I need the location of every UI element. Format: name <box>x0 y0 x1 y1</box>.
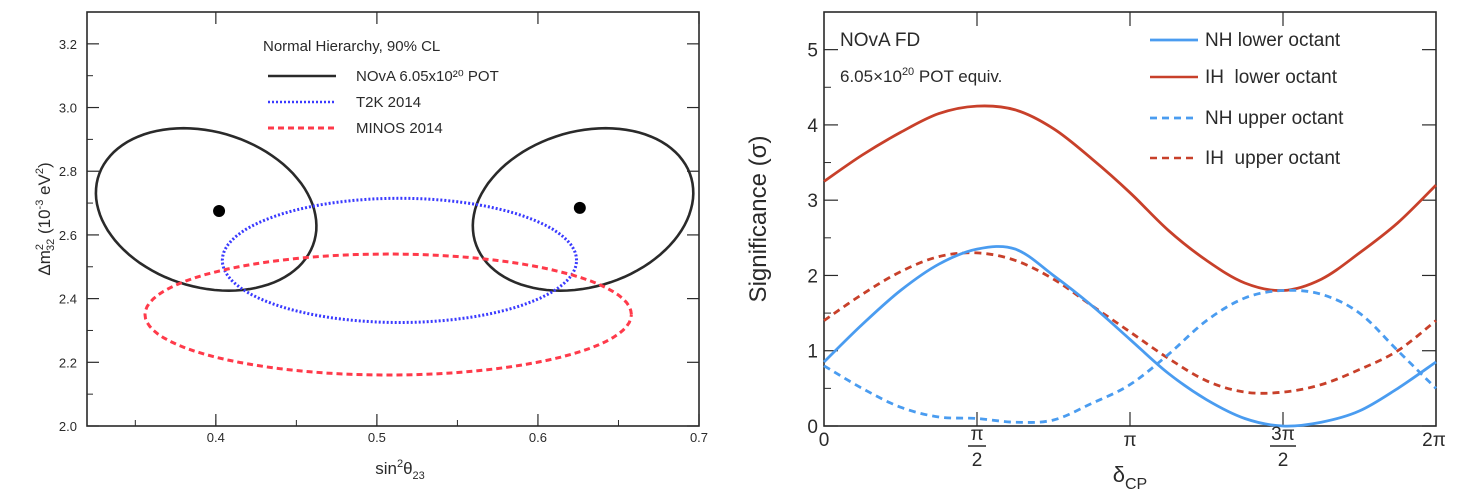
contour-0 <box>94 126 318 293</box>
left-y-axis-label: Δm232 (10-3 eV2) <box>34 162 57 275</box>
left-y-tick-label: 2.6 <box>59 228 77 243</box>
right-y-tick-label: 3 <box>807 191 818 212</box>
legend-label-ih-upper: IH upper octant <box>1205 148 1341 169</box>
series-line-1 <box>823 104 1437 292</box>
right-y-tick-label: 0 <box>807 417 818 438</box>
x-tick-pi-over-2-den: 2 <box>972 450 983 471</box>
left-ticks <box>87 12 700 427</box>
best-fit-point <box>213 205 226 218</box>
right-y-tick-labels: 0 1 2 3 4 5 <box>807 41 818 438</box>
right-x-axis-label: δCP <box>1113 462 1147 493</box>
left-points <box>213 201 586 218</box>
left-panel: 0.4 0.5 0.6 0.7 2.0 2.2 2.4 2.6 2.8 3.0 3.2 sin2θ2… <box>34 11 708 482</box>
x-tick-2pi: 2π <box>1422 430 1446 451</box>
left-x-tick-label: 0.4 <box>207 430 225 445</box>
series-line-2 <box>823 288 1437 424</box>
best-fit-point <box>573 201 586 214</box>
legend-label-nh-upper: NH upper octant <box>1205 108 1344 129</box>
legend-label-t2k: T2K 2014 <box>356 94 421 111</box>
legend-label-nova: NOvA 6.05x10²⁰ POT <box>356 68 499 85</box>
x-tick-pi: π <box>1123 430 1136 451</box>
left-x-tick-label: 0.5 <box>368 430 386 445</box>
x-tick-3pi-over-2-den: 2 <box>1278 450 1289 471</box>
left-y-tick-label: 3.2 <box>59 37 77 52</box>
right-panel: 0 1 2 3 4 5 0 π 2 π 3π 2 2π δCP Significance … <box>745 11 1446 493</box>
x-tick-3pi-over-2-num: 3π <box>1271 424 1295 445</box>
left-legend: NOvA 6.05x10²⁰ POT T2K 2014 MINOS 2014 <box>268 68 499 137</box>
series-line-0 <box>823 245 1437 428</box>
x-tick-pi-over-2-num: π <box>970 424 983 445</box>
left-y-tick-label: 2.8 <box>59 164 77 179</box>
right-x-tick-labels: 0 π 2 π 3π 2 2π <box>819 424 1446 471</box>
x-tick-0: 0 <box>819 430 830 451</box>
left-x-tick-label: 0.7 <box>690 430 708 445</box>
legend-label-ih-lower: IH lower octant <box>1205 67 1338 88</box>
right-ticks <box>824 12 1436 427</box>
contour-1 <box>220 196 579 325</box>
right-subtitle: 6.05×1020 POT equiv. <box>840 66 1002 86</box>
contour-2 <box>143 252 633 377</box>
left-y-tick-label: 3.0 <box>59 101 77 116</box>
right-title: NOvA FD <box>840 30 920 51</box>
contour-0 <box>471 126 695 293</box>
right-y-tick-label: 5 <box>807 41 818 62</box>
left-x-axis-label: sin2θ23 <box>375 458 425 482</box>
left-x-tick-label: 0.6 <box>529 430 547 445</box>
left-y-tick-label: 2.0 <box>59 419 77 434</box>
left-y-tick-label: 2.4 <box>59 292 77 307</box>
right-y-tick-label: 4 <box>807 116 818 137</box>
left-tick-labels: 0.4 0.5 0.6 0.7 2.0 2.2 2.4 2.6 2.8 3.0 3.2 <box>59 37 708 445</box>
right-curves <box>823 104 1437 428</box>
left-y-tick-label: 2.2 <box>59 355 77 370</box>
right-legend: NH lower octant IH lower octant NH upper… <box>1150 30 1344 169</box>
left-legend-title: Normal Hierarchy, 90% CL <box>263 38 440 55</box>
left-plot-frame <box>86 11 700 427</box>
right-y-tick-label: 1 <box>807 342 818 363</box>
right-y-axis-label: Significance (σ) <box>745 136 772 303</box>
series-line-3 <box>823 251 1437 395</box>
right-y-tick-label: 2 <box>807 266 818 287</box>
legend-label-minos: MINOS 2014 <box>356 120 443 137</box>
legend-label-nh-lower: NH lower octant <box>1205 30 1341 51</box>
left-contours <box>94 126 695 377</box>
